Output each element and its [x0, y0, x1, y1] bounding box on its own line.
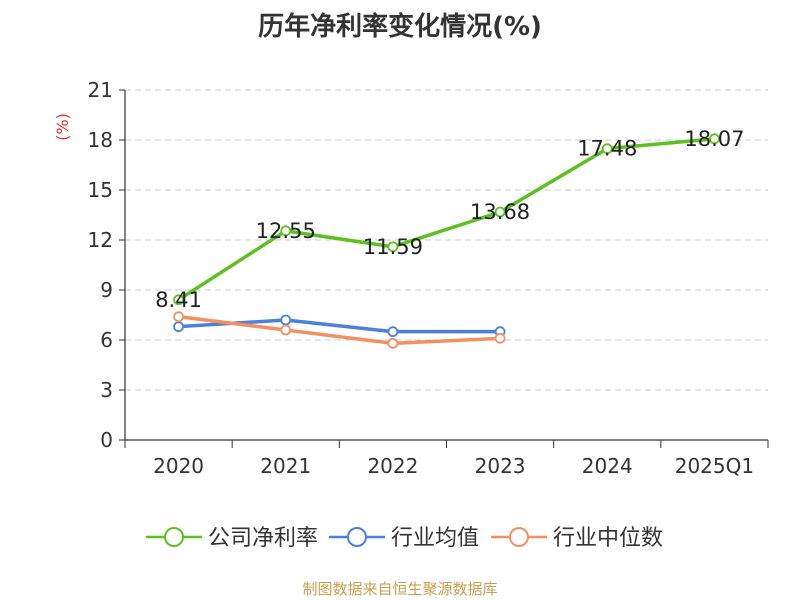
y-tick-label: 21	[88, 78, 113, 102]
legend-item-1: 公司净利率	[146, 526, 318, 551]
x-tick-label: 2023	[475, 454, 526, 478]
y-tick-label: 15	[88, 178, 113, 202]
data-label: 13.68	[470, 200, 530, 224]
data-label: 12.55	[256, 219, 316, 243]
series-lines	[173, 133, 720, 349]
legend-label: 行业中位数	[553, 526, 663, 551]
data-point	[173, 311, 184, 323]
y-tick-label: 3	[100, 378, 113, 402]
data-point	[494, 206, 506, 218]
data-point	[173, 294, 184, 306]
data-label: 18.07	[684, 127, 744, 151]
legend: 公司净利率 行业均值 行业中位数	[146, 526, 663, 551]
data-point	[601, 143, 613, 155]
data-point	[280, 225, 292, 237]
y-tick-label: 6	[100, 328, 113, 352]
data-point	[387, 337, 399, 349]
data-label: 17.48	[577, 137, 637, 161]
y-tick-label: 0	[100, 428, 113, 452]
x-tick-label: 2021	[260, 454, 311, 478]
data-label: 8.41	[155, 288, 202, 312]
data-point	[709, 133, 720, 145]
data-label: 11.59	[363, 235, 423, 259]
legend-marker	[347, 527, 367, 547]
series-line-1	[177, 137, 715, 302]
y-tick-label: 9	[100, 278, 113, 302]
legend-label: 行业均值	[391, 526, 479, 551]
legend-item-3: 行业中位数	[491, 526, 663, 551]
x-tick-label: 2025Q1	[675, 454, 754, 478]
legend-marker	[164, 527, 184, 547]
y-axis-unit-label: (%)	[53, 113, 72, 141]
axes: 0 3 6 9 12 15 18 21 2020 2021 2022 2023 2024 2025Q1 (%…	[53, 78, 769, 478]
data-point	[173, 321, 184, 333]
legend-marker	[509, 527, 529, 547]
series-line-3	[178, 314, 501, 346]
x-tick-label: 2022	[367, 454, 418, 478]
data-labels: 8.41 12.55 11.59 13.68 17.48 18.07	[155, 127, 744, 312]
data-point	[494, 332, 506, 344]
data-point	[387, 241, 399, 253]
x-tick-label: 2024	[582, 454, 633, 478]
y-tick-label: 18	[88, 128, 113, 152]
legend-item-2: 行业均值	[329, 526, 479, 551]
y-tick-label: 12	[88, 228, 113, 252]
data-point	[280, 314, 292, 326]
data-point	[280, 324, 292, 336]
data-source-note: 制图数据来自恒生聚源数据库	[302, 580, 498, 598]
grid-lines	[125, 89, 768, 391]
chart-title: 历年净利率变化情况(%)	[258, 12, 542, 42]
data-point	[387, 326, 399, 338]
x-tick-label: 2020	[153, 454, 204, 478]
legend-label: 公司净利率	[208, 526, 318, 551]
